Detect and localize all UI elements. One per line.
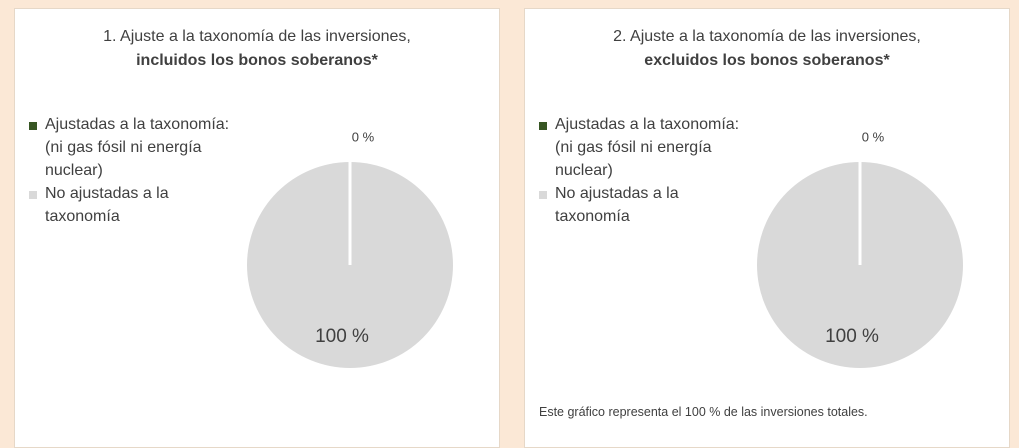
title-line: 2. Ajuste a la taxonomía de las inversio… (613, 28, 921, 45)
title-line: 1. Ajuste a la taxonomía de las inversio… (103, 28, 411, 45)
chart-panel: 0 % 100 % 2. Ajuste a la taxonomía de las … (524, 8, 1010, 448)
data-label: 100 % (825, 326, 879, 347)
chart-title: 1. Ajuste a la taxonomía de las inversio… (15, 25, 499, 73)
legend-swatch (29, 191, 37, 199)
legend-label: No ajustadas a la taxonomía (45, 185, 169, 225)
legend: Ajustadas a la taxonomía: (ni gas fósil … (29, 113, 234, 228)
legend-label: Ajustadas a la taxonomía: (ni gas fósil … (45, 116, 230, 179)
chart-panel: 0 % 100 % 1. Ajuste a la taxonomía de las … (14, 8, 500, 448)
data-label: 0 % (352, 129, 375, 144)
data-label: 0 % (862, 129, 885, 144)
pie-chart: 0 % 100 % (247, 129, 453, 368)
chart-title: 2. Ajuste a la taxonomía de las inversio… (525, 25, 1009, 73)
legend-label: No ajustadas a la taxonomía (555, 185, 679, 225)
legend-label: Ajustadas a la taxonomía: (ni gas fósil … (555, 116, 740, 179)
title-bold-line: excluidos los bonos soberanos* (644, 52, 890, 69)
footnote: Este gráfico representa el 100 % de las … (539, 405, 868, 419)
legend-item: Ajustadas a la taxonomía: (ni gas fósil … (539, 113, 744, 182)
legend-item: No ajustadas a la taxonomía (539, 182, 744, 228)
page: (() => { const data = JSON.parse(documen… (14, 8, 1010, 448)
pie-chart: 0 % 100 % (757, 129, 963, 368)
legend-item: No ajustadas a la taxonomía (29, 182, 234, 228)
legend-swatch (539, 191, 547, 199)
legend-swatch (29, 122, 37, 130)
title-bold-line: incluidos los bonos soberanos* (136, 52, 378, 69)
legend-swatch (539, 122, 547, 130)
legend-item: Ajustadas a la taxonomía: (ni gas fósil … (29, 113, 234, 182)
legend: Ajustadas a la taxonomía: (ni gas fósil … (539, 113, 744, 228)
data-label: 100 % (315, 326, 369, 347)
